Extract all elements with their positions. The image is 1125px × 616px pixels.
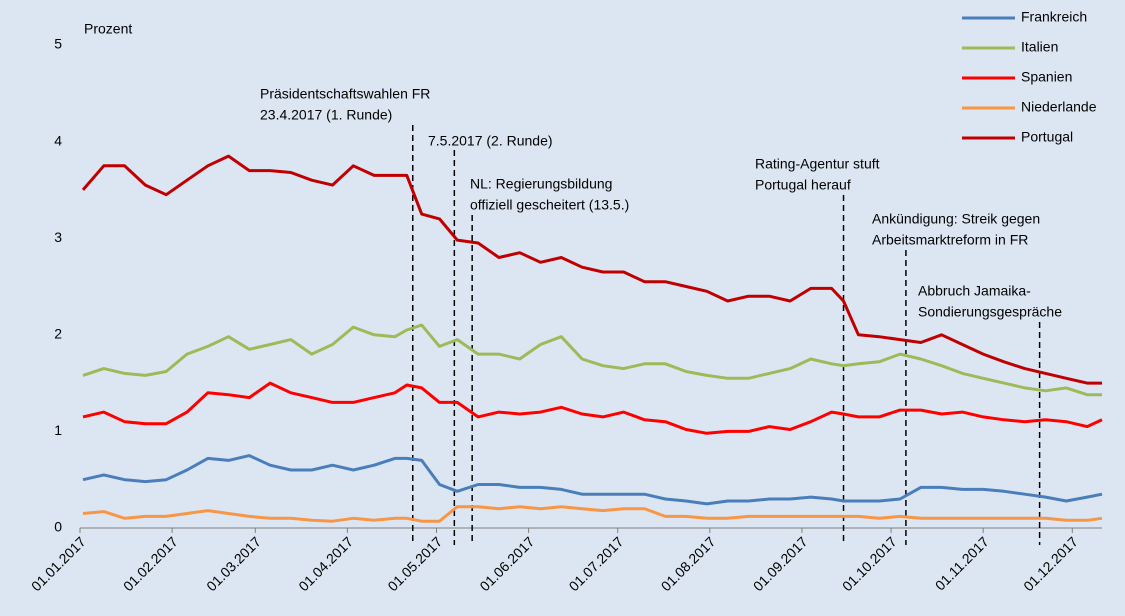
y-tick-label: 5 <box>54 36 62 52</box>
x-tick-label: 01.04.2017 <box>295 533 356 594</box>
x-tick-label: 01.06.2017 <box>476 533 537 594</box>
x-tick-label: 01.01.2017 <box>28 533 89 594</box>
legend-label: Italien <box>1021 39 1058 55</box>
x-tick-label: 01.07.2017 <box>566 533 627 594</box>
x-tick-label: 01.05.2017 <box>384 533 445 594</box>
series-line <box>82 381 1103 435</box>
x-tick-label: 01.08.2017 <box>658 533 719 594</box>
annotation-text: Portugal herauf <box>755 177 851 193</box>
y-tick-label: 2 <box>54 326 62 342</box>
legend-label: Frankreich <box>1021 9 1087 25</box>
annotation-text: Abbruch Jamaika- <box>918 283 1031 299</box>
annotation-text: Arbeitsmarktreform in FR <box>872 232 1028 248</box>
legend-label: Spanien <box>1021 69 1072 85</box>
series-line <box>82 505 1103 523</box>
series-line <box>82 454 1103 506</box>
x-tick-label: 01.11.2017 <box>932 533 992 593</box>
annotation-text: Präsidentschaftswahlen FR <box>260 86 430 102</box>
annotation-text: 23.4.2017 (1. Runde) <box>260 107 392 123</box>
y-axis-label: Prozent <box>84 21 132 37</box>
legend-label: Niederlande <box>1021 99 1097 115</box>
annotation-text: offiziell gescheitert (13.5.) <box>470 197 629 213</box>
series-line <box>81 154 1102 385</box>
x-tick-label: 01.02.2017 <box>120 533 181 594</box>
legend-label: Portugal <box>1021 129 1073 145</box>
y-tick-label: 3 <box>54 229 62 245</box>
annotation-text: Rating-Agentur stuft <box>755 156 880 172</box>
annotation-text: NL: Regierungsbildung <box>470 176 612 192</box>
x-tick-label: 01.03.2017 <box>203 533 264 594</box>
y-tick-label: 1 <box>54 422 62 438</box>
annotation-text: Sondierungsgespräche <box>918 304 1062 320</box>
y-tick-label: 0 <box>54 519 62 535</box>
y-tick-label: 4 <box>54 132 62 148</box>
annotation-text: 7.5.2017 (2. Runde) <box>428 133 553 149</box>
annotation-text: Ankündigung: Streik gegen <box>872 211 1040 227</box>
x-tick-label: 01.10.2017 <box>839 533 900 594</box>
x-tick-label: 01.09.2017 <box>750 533 811 594</box>
series-line <box>82 323 1102 397</box>
x-tick-label: 01.12.2017 <box>1020 533 1081 594</box>
